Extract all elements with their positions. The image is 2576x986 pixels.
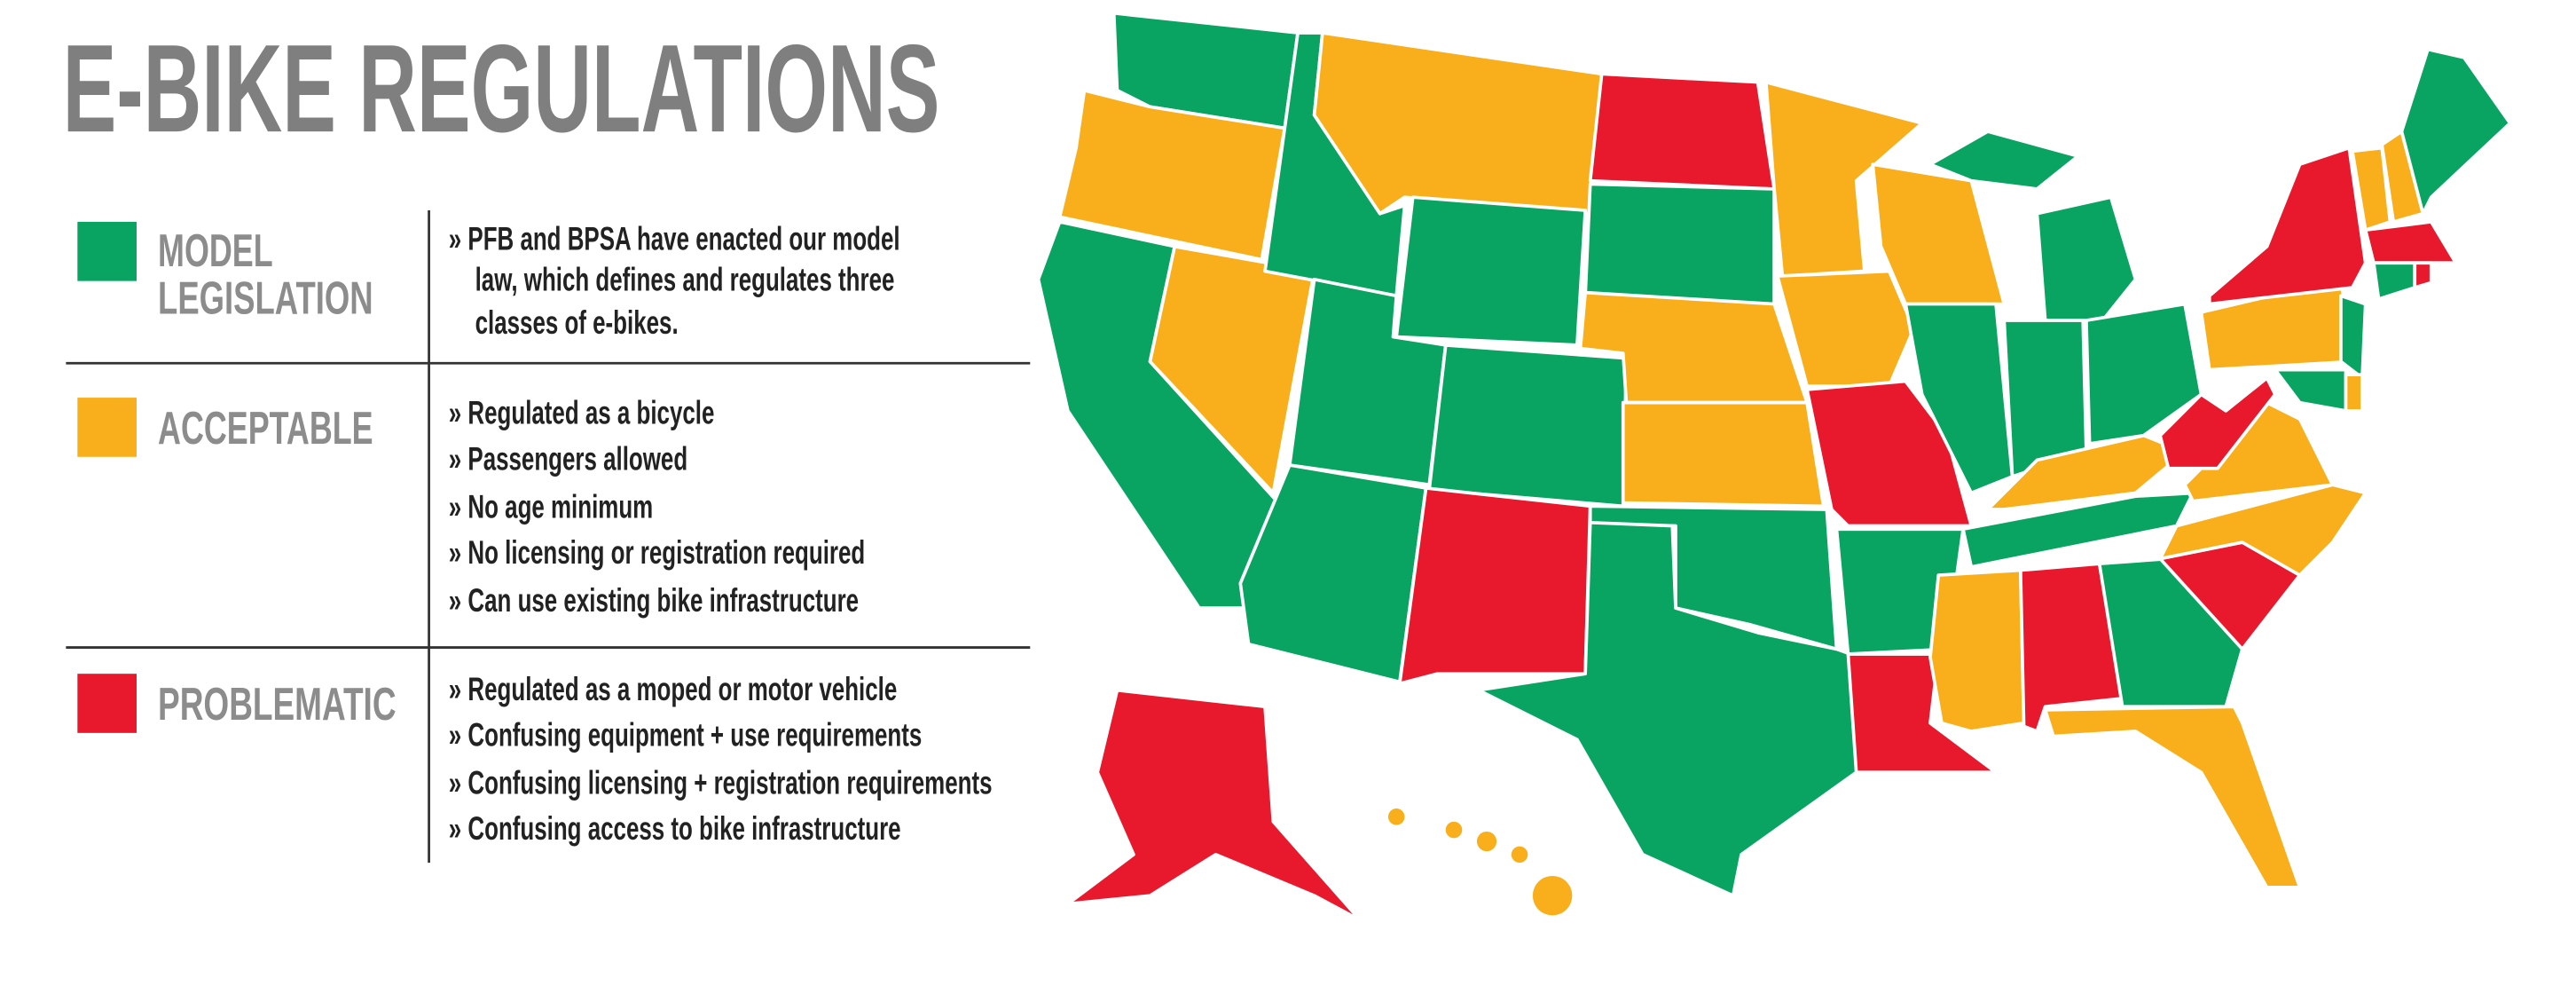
- state: [1398, 486, 1592, 686]
- state: [1928, 568, 2026, 733]
- state: [2399, 47, 2512, 216]
- state: [2158, 483, 2368, 577]
- legend-label: PROBLEMATIC: [158, 678, 396, 730]
- state: [2085, 302, 2203, 446]
- legend-label: MODEL: [158, 225, 273, 276]
- bullet: » No age minimum: [449, 488, 653, 525]
- state: [2274, 367, 2348, 413]
- state: [2363, 220, 2458, 265]
- state: [2043, 705, 2302, 889]
- state: [2339, 294, 2368, 380]
- state: [2097, 556, 2244, 709]
- state: [1066, 688, 1363, 922]
- state: [2158, 376, 2277, 470]
- legend-label: LEGISLATION: [158, 272, 373, 324]
- state: [1427, 343, 1629, 509]
- bullet: » No licensing or registration required: [449, 534, 865, 572]
- bullet: law, which defines and regulates three: [475, 261, 895, 298]
- state: [2372, 261, 2417, 301]
- state: [1476, 831, 1497, 852]
- state: [1775, 269, 1916, 388]
- bullet: » PFB and BPSA have enacted our model: [449, 220, 900, 257]
- state: [1904, 302, 2014, 495]
- bullet: » Regulated as a bicycle: [449, 394, 715, 431]
- state: [1387, 809, 1405, 825]
- state: [1583, 182, 1776, 306]
- us-map: [1036, 11, 2512, 922]
- legend-swatch: [77, 398, 137, 457]
- state: [1511, 846, 1528, 864]
- state: [1057, 88, 1287, 262]
- state: [1805, 379, 1974, 528]
- state: [2413, 261, 2433, 289]
- state: [1621, 400, 1826, 509]
- legend-swatch: [77, 221, 137, 281]
- state: [1445, 821, 1463, 839]
- state: [1238, 463, 1428, 684]
- bullet: » Can use existing bike infrastructure: [449, 581, 859, 619]
- title: E-BIKE REGULATIONS: [63, 19, 940, 158]
- bullet: » Confusing licensing + registration req…: [449, 764, 993, 801]
- bullets: » PFB and BPSA have enacted our model la…: [449, 220, 993, 847]
- state: [1961, 491, 2195, 569]
- state: [2344, 373, 2364, 413]
- state: [2035, 195, 2138, 322]
- bullet: classes of e-bikes.: [475, 304, 679, 341]
- state: [1394, 195, 1588, 347]
- state: [2207, 146, 2368, 306]
- legend-swatch: [77, 674, 137, 733]
- state: [1532, 875, 1573, 916]
- state: [1928, 130, 2080, 191]
- bullet: » Confusing equipment + use requirements: [449, 716, 922, 753]
- legend-label: ACCEPTABLE: [158, 402, 373, 454]
- bullet: » Confusing access to bike infrastructur…: [449, 810, 901, 848]
- state: [1476, 520, 1862, 898]
- state: [1588, 72, 1776, 191]
- bullet: » Regulated as a moped or motor vehicle: [449, 670, 897, 707]
- bullet: » Passengers allowed: [449, 440, 687, 477]
- state: [2351, 146, 2392, 233]
